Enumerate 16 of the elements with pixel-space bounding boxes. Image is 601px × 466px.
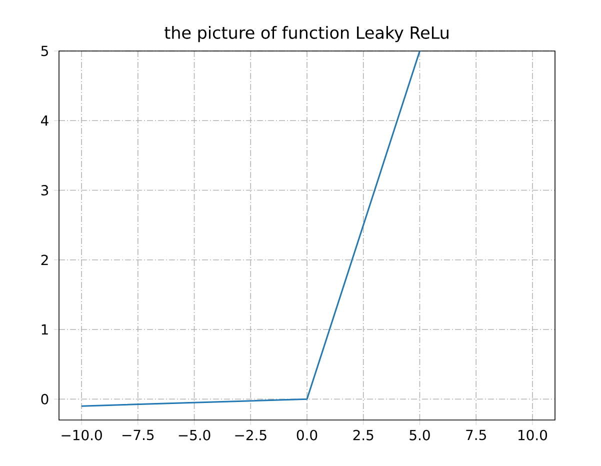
x-tick-label: 5.0 — [410, 430, 430, 440]
y-tick-label: 0 — [41, 394, 48, 404]
x-tick-label: −10.0 — [62, 430, 102, 440]
x-tick-label: −2.5 — [235, 430, 266, 440]
x-tick-label: 7.5 — [466, 430, 486, 440]
y-tick-label: 4 — [40, 116, 48, 126]
x-tick-label: 0.0 — [296, 430, 318, 440]
x-tick-label: 2.5 — [353, 430, 374, 440]
chart-title: the picture of function Leaky ReLu — [164, 26, 448, 42]
x-tick-label: −7.5 — [122, 430, 154, 440]
y-tick-label: 2 — [41, 254, 48, 266]
x-tick-label: −5.0 — [178, 430, 210, 440]
y-tick-label: 3 — [41, 184, 48, 196]
x-tick-label: 10.0 — [518, 430, 548, 440]
y-tick-label: 1 — [42, 324, 48, 335]
y-tick-label: 5 — [41, 46, 48, 56]
